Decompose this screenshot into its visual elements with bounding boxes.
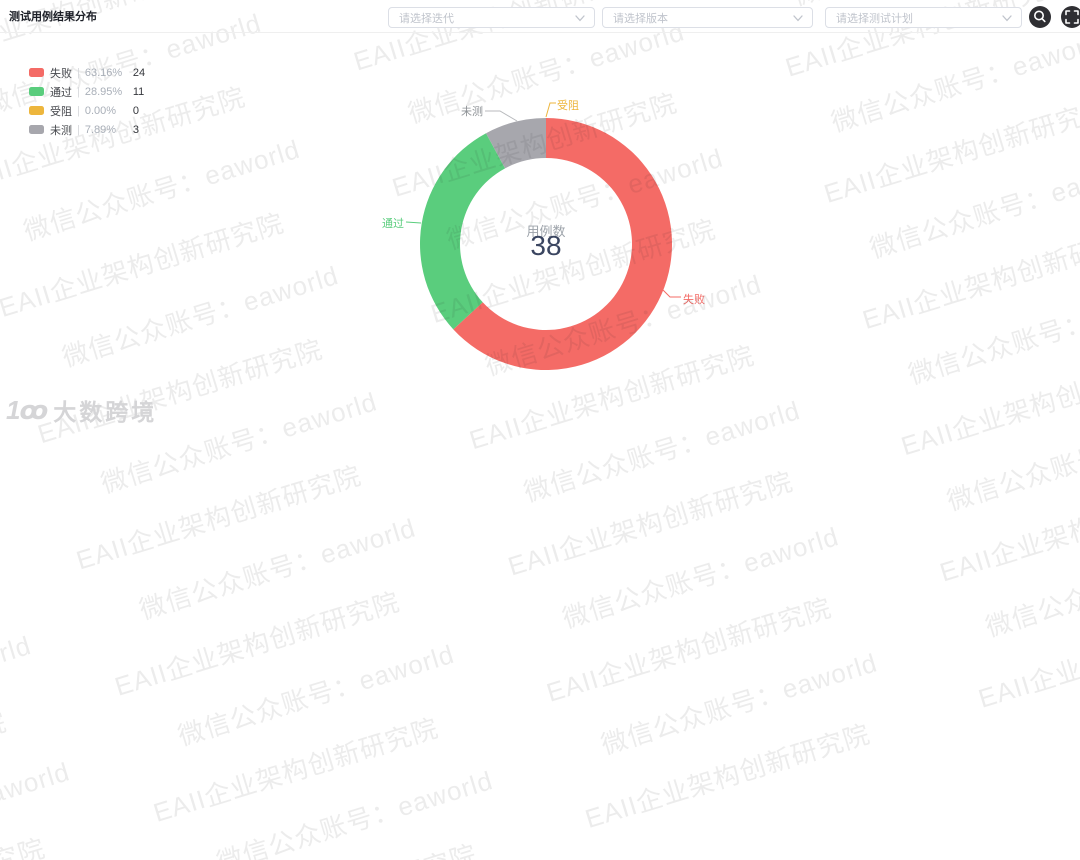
test-plan-select-placeholder: 请选择测试计划 [836, 12, 913, 25]
legend-label: 失败 [50, 67, 72, 80]
iteration-select[interactable]: 请选择迭代 [388, 7, 595, 28]
footer-logo-icon: 1ꝏ [6, 394, 48, 425]
legend-count: 0 [132, 104, 139, 117]
fullscreen-icon [1065, 10, 1079, 24]
pie-label-passed: 通过 [382, 218, 404, 230]
legend-label: 受阻 [50, 105, 72, 118]
legend-item-failed[interactable]: 失败 | 63.16% 24 [29, 63, 145, 82]
legend-percent: 28.95% [84, 85, 123, 98]
legend-percent: 7.89% [84, 123, 117, 136]
leader-line-failed [659, 286, 681, 298]
chart-legend: 失败 | 63.16% 24 通过 | 28.95% 11 受阻 | 0.00%… [29, 63, 145, 139]
legend-swatch [29, 68, 44, 77]
legend-separator: | [77, 104, 80, 117]
footer-logo-text: 大数跨境 [53, 399, 158, 425]
legend-item-passed[interactable]: 通过 | 28.95% 11 [29, 82, 145, 101]
version-select[interactable]: 请选择版本 [602, 7, 813, 28]
chevron-down-icon [575, 15, 585, 22]
legend-label: 通过 [50, 86, 72, 99]
legend-swatch [29, 125, 44, 134]
leader-line-passed [405, 221, 422, 224]
legend-count: 3 [132, 123, 139, 136]
legend-count: 24 [132, 66, 146, 79]
legend-item-blocked[interactable]: 受阻 | 0.00% 0 [29, 101, 145, 120]
legend-swatch [29, 87, 44, 96]
pie-segment-通过[interactable] [420, 133, 506, 330]
legend-separator: | [77, 85, 80, 98]
leader-line-blocked [545, 102, 556, 118]
legend-label: 未测 [50, 124, 72, 137]
legend-swatch [29, 106, 44, 115]
pie-label-failed: 失败 [683, 294, 705, 306]
legend-percent: 63.16% [84, 66, 123, 79]
pie-segment-未测[interactable] [486, 118, 546, 169]
pie-label-blocked: 受阻 [557, 100, 579, 112]
page-title: 测试用例结果分布 [9, 11, 97, 23]
magnifier-icon [1034, 10, 1046, 23]
leader-line-untested [485, 110, 518, 122]
header-divider [0, 32, 1080, 33]
legend-separator: | [77, 123, 80, 136]
search-button[interactable] [1029, 6, 1051, 28]
fullscreen-button[interactable] [1061, 6, 1080, 28]
pie-label-untested: 未测 [461, 106, 483, 118]
legend-item-untested[interactable]: 未测 | 7.89% 3 [29, 120, 145, 139]
chevron-down-icon [793, 15, 803, 22]
pie-segment-失败[interactable] [453, 118, 672, 370]
legend-percent: 0.00% [84, 104, 117, 117]
footer-logo: 1ꝏ 大数跨境 [6, 393, 157, 427]
donut-chart[interactable] [400, 90, 700, 390]
donut-center-value: 38 [530, 230, 562, 261]
iteration-select-placeholder: 请选择迭代 [399, 12, 454, 25]
legend-count: 11 [132, 85, 145, 98]
version-select-placeholder: 请选择版本 [613, 12, 668, 25]
test-plan-select[interactable]: 请选择测试计划 [825, 7, 1022, 28]
donut-center-label: 用例数 [526, 224, 566, 239]
legend-separator: | [77, 66, 80, 79]
chevron-down-icon [1002, 15, 1012, 22]
